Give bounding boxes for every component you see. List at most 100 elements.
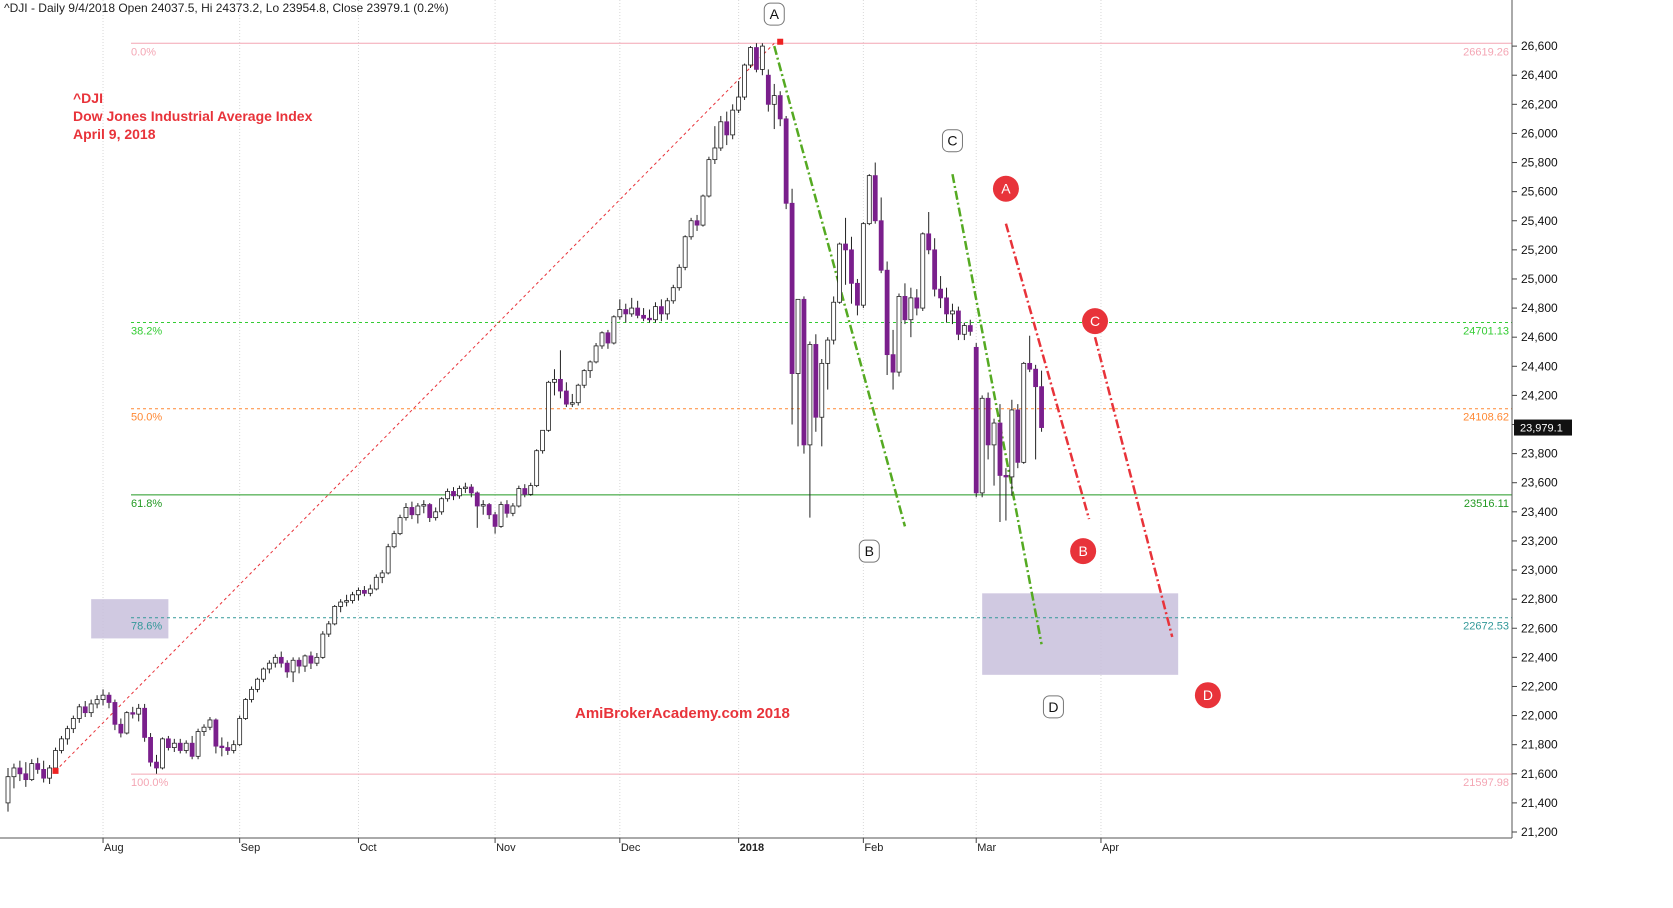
- fib-pct-label-100: 100.0%: [131, 777, 169, 789]
- candle: [546, 380, 551, 432]
- candle: [338, 599, 344, 613]
- candle: [593, 343, 599, 364]
- candle-body: [878, 220, 884, 271]
- candle-body: [225, 747, 231, 751]
- candle-body: [290, 659, 296, 673]
- candle-body: [944, 297, 949, 315]
- candle: [23, 762, 29, 787]
- candle-body: [332, 606, 338, 625]
- candle-body: [1039, 386, 1044, 428]
- candle-body: [1015, 409, 1021, 463]
- candle: [94, 695, 100, 709]
- candle-body: [492, 514, 498, 527]
- candle: [403, 503, 409, 521]
- candle-body: [759, 45, 765, 70]
- target-box-left: [91, 599, 169, 639]
- candle: [623, 303, 629, 323]
- label-letter: C: [947, 133, 957, 149]
- pattern-label-b-white: B: [858, 539, 880, 563]
- candle-body: [504, 504, 510, 514]
- candle: [177, 738, 183, 754]
- fib-pct-label-61-8: 61.8%: [131, 498, 162, 510]
- candle-body: [801, 298, 807, 446]
- candle: [670, 284, 676, 304]
- candle: [195, 728, 201, 760]
- candle-body: [373, 576, 379, 590]
- candle: [528, 482, 534, 496]
- x-tick-label: Dec: [621, 842, 641, 854]
- candle: [106, 692, 112, 709]
- candle-body: [956, 310, 961, 335]
- candle-body: [534, 450, 540, 487]
- candle: [771, 83, 777, 130]
- candle: [65, 725, 70, 745]
- candle-body: [59, 738, 64, 751]
- candle: [813, 334, 819, 432]
- candle: [914, 289, 920, 316]
- fib-value-label-100: 21597.98: [1463, 777, 1509, 789]
- candle: [1003, 468, 1009, 521]
- candle: [522, 484, 528, 498]
- candle: [332, 604, 338, 626]
- candle-body: [255, 678, 260, 690]
- candle: [385, 543, 391, 575]
- candle: [243, 698, 249, 720]
- candle: [694, 214, 700, 231]
- candle-body: [950, 310, 955, 315]
- candle: [344, 594, 349, 607]
- candle-body: [783, 118, 789, 204]
- candle: [445, 488, 450, 502]
- candle-body: [171, 742, 177, 748]
- fib-pct-label-50: 50.0%: [131, 412, 162, 424]
- candle-body: [855, 282, 860, 306]
- candle-body: [593, 345, 599, 363]
- y-tick-label: 24,200: [1521, 388, 1558, 402]
- candle-body: [647, 317, 652, 321]
- candle-body: [831, 301, 837, 341]
- candle-body: [344, 600, 349, 603]
- candle-body: [611, 316, 617, 344]
- label-box: [1042, 695, 1064, 719]
- label-letter: A: [770, 6, 780, 22]
- trendlines: [55, 42, 1174, 772]
- candle: [314, 652, 320, 667]
- candle: [1021, 361, 1027, 464]
- candle: [373, 574, 379, 591]
- candle: [653, 302, 658, 323]
- candle: [100, 689, 106, 706]
- candle-body: [397, 517, 403, 535]
- candle-body: [973, 346, 979, 494]
- candle-body: [700, 195, 706, 226]
- candle-body: [207, 719, 213, 728]
- candle: [789, 188, 795, 425]
- x-tick-label: Sep: [241, 842, 261, 854]
- candle: [926, 212, 932, 255]
- candle-body: [326, 623, 332, 635]
- label-letter: D: [1203, 687, 1213, 703]
- pattern-label-d-red: D: [1194, 682, 1221, 709]
- y-tick-label: 26,400: [1521, 68, 1558, 82]
- candle-body: [694, 220, 700, 226]
- candle: [379, 570, 385, 584]
- candle-body: [985, 397, 991, 446]
- candle: [498, 501, 504, 528]
- candle-body: [546, 381, 551, 431]
- candle-body: [991, 422, 997, 446]
- candle-body: [130, 712, 136, 715]
- candle: [872, 162, 878, 224]
- x-tick-label: Oct: [359, 842, 376, 854]
- candle: [165, 735, 171, 751]
- candle-body: [938, 288, 943, 299]
- candle-body: [480, 504, 486, 507]
- candle: [284, 660, 290, 678]
- candle: [237, 715, 243, 747]
- fibonacci-levels: 0.0% 26619.26 38.2% 24701.13 50.0% 24108.62 61…: [131, 42, 1512, 789]
- fib-pct-label-38-2: 38.2%: [131, 325, 162, 337]
- candle-body: [272, 656, 278, 664]
- candle-body: [148, 737, 153, 763]
- candle-body: [575, 384, 581, 404]
- y-tick-label: 26,200: [1521, 97, 1558, 111]
- annotation-ticker: ^DJI: [73, 90, 103, 106]
- candle-body: [795, 298, 801, 374]
